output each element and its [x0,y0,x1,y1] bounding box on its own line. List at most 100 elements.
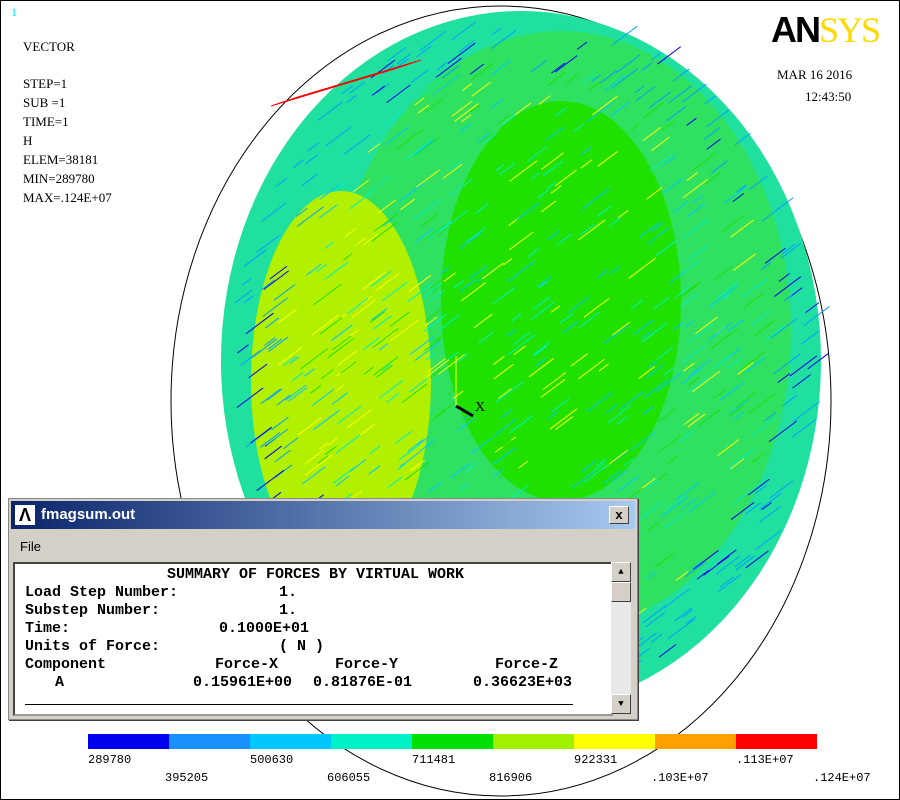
vector-arrow [667,618,695,640]
vector-arrow [317,455,329,464]
vector-arrow [642,406,654,416]
vector-arrow [301,173,319,187]
vector-arrow [687,413,706,428]
vector-arrow [311,388,335,406]
vector-arrow [430,366,445,379]
vector-arrow [498,388,512,399]
vector-arrow [462,83,473,91]
vector-arrow [726,357,742,369]
legend-swatch [250,734,331,749]
vector-arrow [648,360,658,369]
field-value: 1. [279,584,298,601]
vector-arrow [495,381,524,403]
vector-arrow [396,58,410,68]
vector-arrow [720,214,746,233]
vector-arrow [748,175,768,191]
vector-arrow [530,172,540,180]
vector-arrow [611,291,628,304]
scroll-thumb[interactable] [611,582,631,602]
vector-arrow [578,372,598,388]
vector-arrow [372,328,399,349]
vector-arrow [434,402,455,418]
vector-arrow [551,398,570,413]
separator [25,704,573,705]
vector-arrow [410,69,430,84]
vector-arrow [654,553,674,568]
vector-arrow [433,324,457,343]
vector-arrow [604,244,626,261]
vector-arrow [344,227,357,237]
vector-arrow [340,361,357,374]
vector-arrow [728,398,750,415]
vector-arrow [717,574,741,593]
vector-arrow [577,41,588,50]
vector-arrow [426,359,450,378]
vector-arrow [663,366,675,376]
scroll-down[interactable]: ▼ [611,694,631,714]
vector-arrow [682,179,708,199]
vector-arrow [346,298,369,315]
vector-arrow [324,445,337,456]
vector-arrow [647,522,659,531]
menu-item[interactable]: File [20,539,41,554]
vector-arrow [498,461,521,479]
vector-arrow [639,221,661,238]
vector-arrow [807,353,829,370]
scroll-up[interactable]: ▲ [611,562,631,582]
vector-arrow [331,324,353,341]
vector-arrow [458,482,470,491]
legend-label: 395205 [165,771,209,785]
vector-arrow [492,27,502,35]
vector-arrow [680,368,702,385]
vector-arrow [524,294,542,308]
vector-arrow [500,417,512,427]
vector-arrow [657,472,668,481]
vector-arrow [675,286,690,298]
vector-arrow [759,492,782,510]
vector-arrow [686,117,697,126]
vector-arrow [707,322,733,341]
vector-arrow [740,286,756,299]
vector-arrow [319,442,329,450]
legend-label: .124E+07 [813,771,871,785]
vector-arrow [734,390,758,409]
vector-arrow [425,352,436,361]
vector-arrow [688,376,709,393]
vector-arrow [751,311,770,326]
vector-arrow [805,302,820,313]
vector-arrow [737,362,754,375]
vector-arrow [706,138,721,150]
vector-arrow [423,222,448,242]
vector-arrow [540,378,566,398]
vector-arrow [409,378,428,393]
close-button[interactable]: x [609,506,629,524]
legend-label: 922331 [574,753,618,767]
vector-arrow [448,178,473,198]
legend-swatch [736,734,817,749]
vector-arrow [685,561,706,578]
vector-arrow [446,351,459,361]
vector-arrow [595,458,607,467]
vector-arrow [646,570,658,580]
vector-arrow [660,496,689,518]
scrollbar[interactable]: ▲ ▼ [611,562,631,714]
vector-arrow [684,243,710,264]
vector-arrow [650,633,663,643]
vector-arrow [306,142,320,152]
vector-arrow [683,344,707,363]
table-header: Force-Y [335,656,399,673]
vector-arrow [528,358,554,378]
vector-arrow [425,316,438,327]
vector-arrow [264,317,280,329]
vector-arrow [789,355,818,377]
vector-arrow [732,193,745,203]
vector-arrow [555,107,567,117]
vector-arrow [803,306,830,327]
vector-arrow [597,269,608,279]
vector-arrow [502,257,513,266]
vector-arrow [602,325,629,345]
vector-arrow [274,449,291,463]
vector-arrow [658,407,677,422]
vector-arrow [390,319,419,342]
